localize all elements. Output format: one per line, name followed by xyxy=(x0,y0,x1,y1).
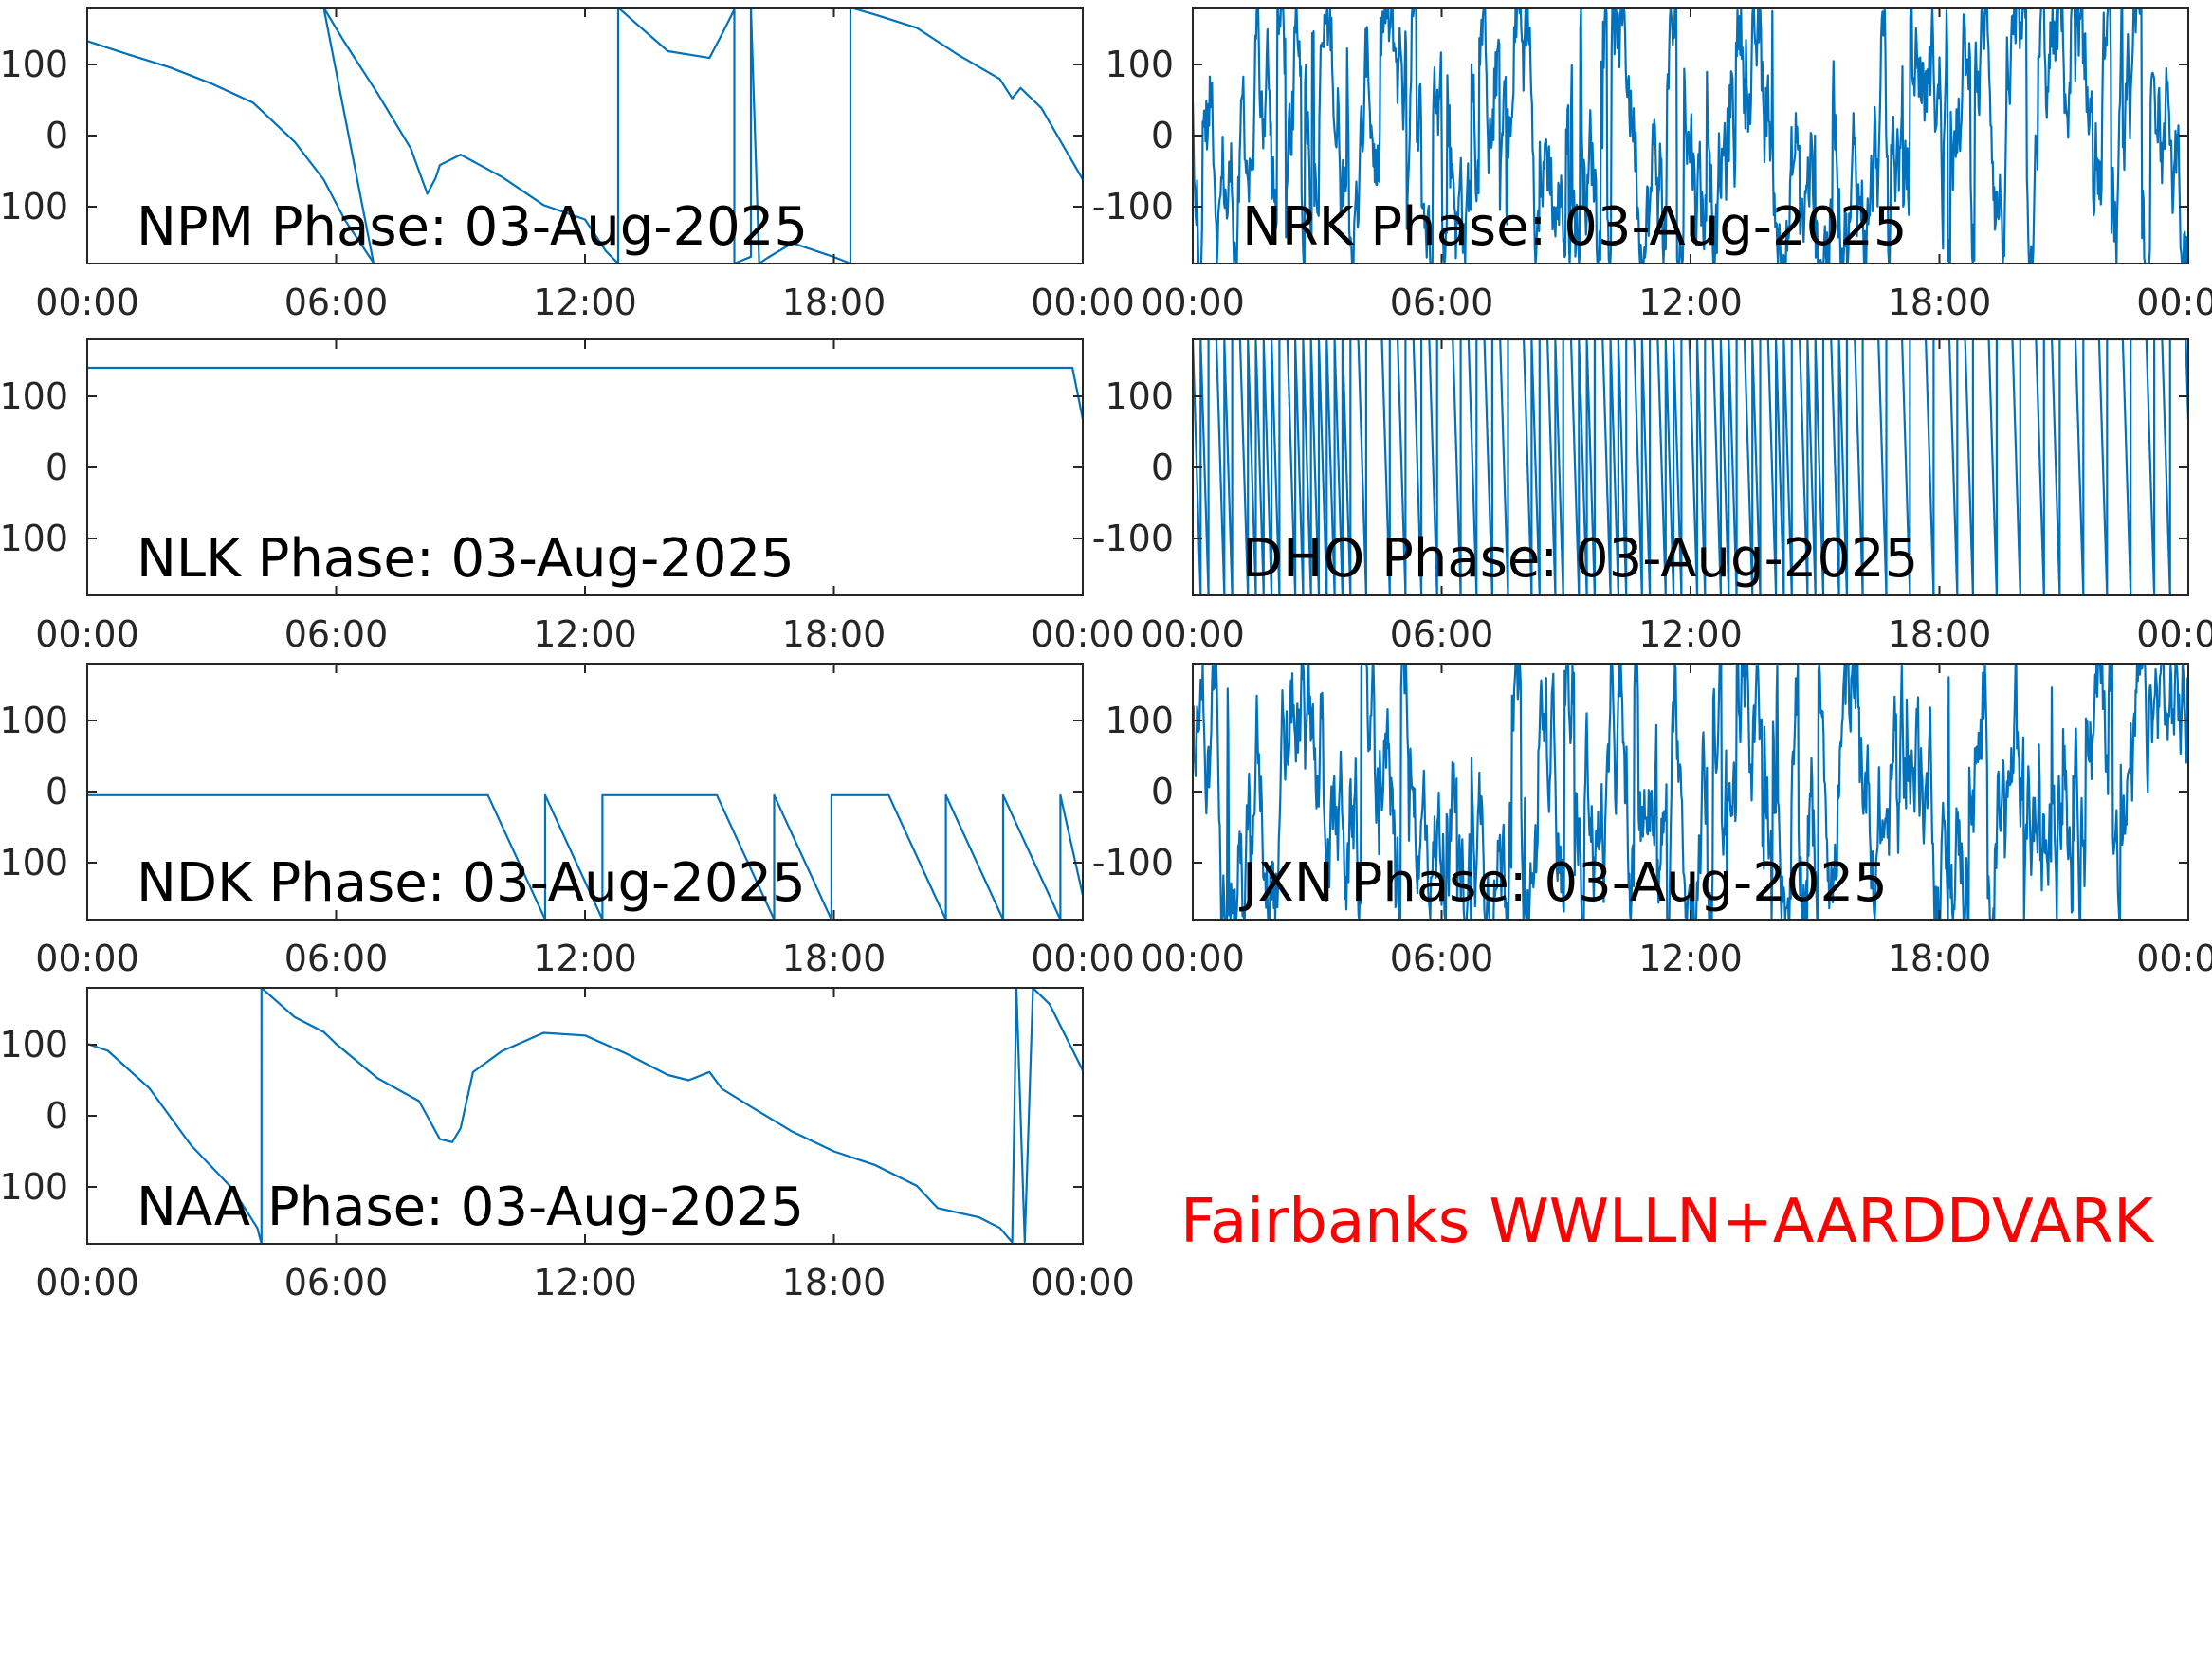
x-tick-label: 00:00 xyxy=(2136,938,2212,979)
x-tick-label: 18:00 xyxy=(782,613,887,655)
y-tick-label: 100 xyxy=(0,375,68,417)
panel-3: 100 0 -100 00:00 06:00 12:00 18:00 00:00 DHO Pha… xyxy=(1092,338,2212,655)
x-tick-label: 06:00 xyxy=(284,938,389,979)
series-line xyxy=(87,8,1083,264)
panel-title: JXN Phase: 03-Aug-2025 xyxy=(1239,852,1888,914)
series-line xyxy=(87,366,1083,420)
x-tick-label: 06:00 xyxy=(284,1262,389,1304)
y-tick-label: 100 xyxy=(0,700,68,741)
x-tick-label: 00:00 xyxy=(35,938,139,979)
panel-4: 100 0 100 00:00 06:00 12:00 18:00 00:00 NDK Phas… xyxy=(0,663,1135,979)
y-tick-label: 100 xyxy=(0,186,68,228)
panel-title: DHO Phase: 03-Aug-2025 xyxy=(1242,528,1918,590)
x-tick-label: 06:00 xyxy=(1390,282,1494,323)
panel-title: NAA Phase: 03-Aug-2025 xyxy=(137,1176,804,1238)
x-tick-label: 12:00 xyxy=(1638,613,1743,655)
y-tick-label: 0 xyxy=(46,115,68,156)
y-tick-label: 0 xyxy=(1151,771,1174,812)
x-tick-label: 18:00 xyxy=(1888,938,1992,979)
x-tick-label: 00:00 xyxy=(1031,613,1135,655)
y-tick-label: 100 xyxy=(1105,375,1174,417)
x-tick-label: 12:00 xyxy=(533,938,637,979)
x-tick-label: 18:00 xyxy=(1888,282,1992,323)
y-tick-label: -100 xyxy=(1092,842,1174,884)
x-tick-label: 18:00 xyxy=(1888,613,1992,655)
x-tick-label: 00:00 xyxy=(1031,1262,1135,1304)
panel-title: NLK Phase: 03-Aug-2025 xyxy=(137,528,795,590)
panel-6: 100 0 100 00:00 06:00 12:00 18:00 00:00 NAA Phas… xyxy=(0,987,1135,1304)
x-tick-label: 00:00 xyxy=(2136,613,2212,655)
series-line xyxy=(87,793,1083,920)
y-tick-label: 100 xyxy=(0,44,68,85)
x-tick-label: 06:00 xyxy=(1390,613,1494,655)
x-tick-label: 00:00 xyxy=(35,282,139,323)
panel-5: 100 0 -100 00:00 06:00 12:00 18:00 00:00 JXN Pha… xyxy=(1092,663,2212,979)
panel-1: 100 0 -100 00:00 06:00 12:00 18:00 00:00 NRK Pha… xyxy=(1092,7,2212,323)
x-tick-label: 00:00 xyxy=(35,613,139,655)
y-tick-label: 0 xyxy=(1151,115,1174,156)
x-tick-label: 12:00 xyxy=(533,613,637,655)
x-tick-label: 00:00 xyxy=(1031,938,1135,979)
x-tick-label: 18:00 xyxy=(782,1262,887,1304)
series-line xyxy=(87,988,1083,1244)
panel-title: NPM Phase: 03-Aug-2025 xyxy=(137,196,808,258)
y-tick-label: 0 xyxy=(46,771,68,812)
y-tick-label: 0 xyxy=(1151,447,1174,488)
panel-title: NDK Phase: 03-Aug-2025 xyxy=(137,852,806,914)
x-tick-label: 06:00 xyxy=(1390,938,1494,979)
x-tick-label: 12:00 xyxy=(533,282,637,323)
credit-label: Fairbanks WWLLN+AARDDVARK xyxy=(1180,1187,2155,1257)
x-tick-label: 06:00 xyxy=(284,282,389,323)
y-tick-label: 100 xyxy=(0,842,68,884)
x-tick-label: 18:00 xyxy=(782,938,887,979)
panel-2: 100 0 100 00:00 06:00 12:00 18:00 00:00 NLK Phas… xyxy=(0,338,1135,655)
x-tick-label: 00:00 xyxy=(1141,613,1245,655)
y-tick-label: 100 xyxy=(1105,700,1174,741)
series-line xyxy=(1193,8,2188,264)
y-tick-label: 100 xyxy=(1105,44,1174,85)
x-tick-label: 00:00 xyxy=(1031,282,1135,323)
x-tick-label: 12:00 xyxy=(1638,938,1743,979)
y-tick-label: 0 xyxy=(46,447,68,488)
y-tick-label: -100 xyxy=(1092,518,1174,559)
y-tick-label: -100 xyxy=(1092,186,1174,228)
y-tick-label: 0 xyxy=(46,1095,68,1137)
x-tick-label: 12:00 xyxy=(1638,282,1743,323)
y-tick-label: 100 xyxy=(0,1024,68,1066)
x-tick-label: 18:00 xyxy=(782,282,887,323)
panel-0: 100 0 100 00:00 06:00 12:00 18:00 00:00 NPM Phas… xyxy=(0,7,1135,323)
x-tick-label: 00:00 xyxy=(2136,282,2212,323)
x-tick-label: 00:00 xyxy=(1141,938,1245,979)
x-tick-label: 00:00 xyxy=(35,1262,139,1304)
panel-title: NRK Phase: 03-Aug-2025 xyxy=(1242,196,1908,258)
y-tick-label: 100 xyxy=(0,518,68,559)
x-tick-label: 06:00 xyxy=(284,613,389,655)
x-tick-label: 00:00 xyxy=(1141,282,1245,323)
y-tick-label: 100 xyxy=(0,1166,68,1208)
x-tick-label: 12:00 xyxy=(533,1262,637,1304)
